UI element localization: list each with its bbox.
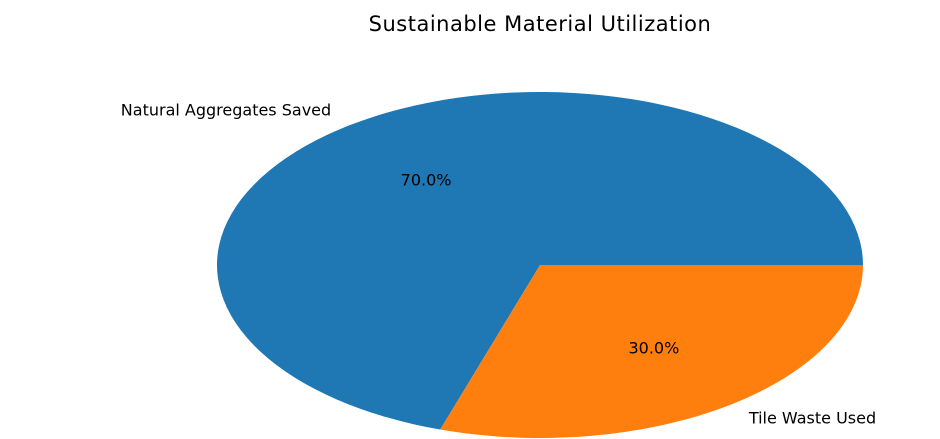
pie-slice-tile-waste-used [440, 265, 863, 439]
slice-percent-label: 30.0% [628, 338, 679, 357]
pie-slices [217, 92, 864, 439]
pie-labels: Natural Aggregates Saved 70.0% Tile Waste … [121, 101, 876, 428]
slice-category-label: Natural Aggregates Saved [121, 101, 331, 120]
slice-percent-label: 70.0% [401, 171, 452, 190]
chart-title: Sustainable Material Utilization [369, 12, 712, 36]
pie-slice-natural-aggregates-saved [217, 92, 864, 430]
slice-category-label: Tile Waste Used [748, 408, 876, 427]
